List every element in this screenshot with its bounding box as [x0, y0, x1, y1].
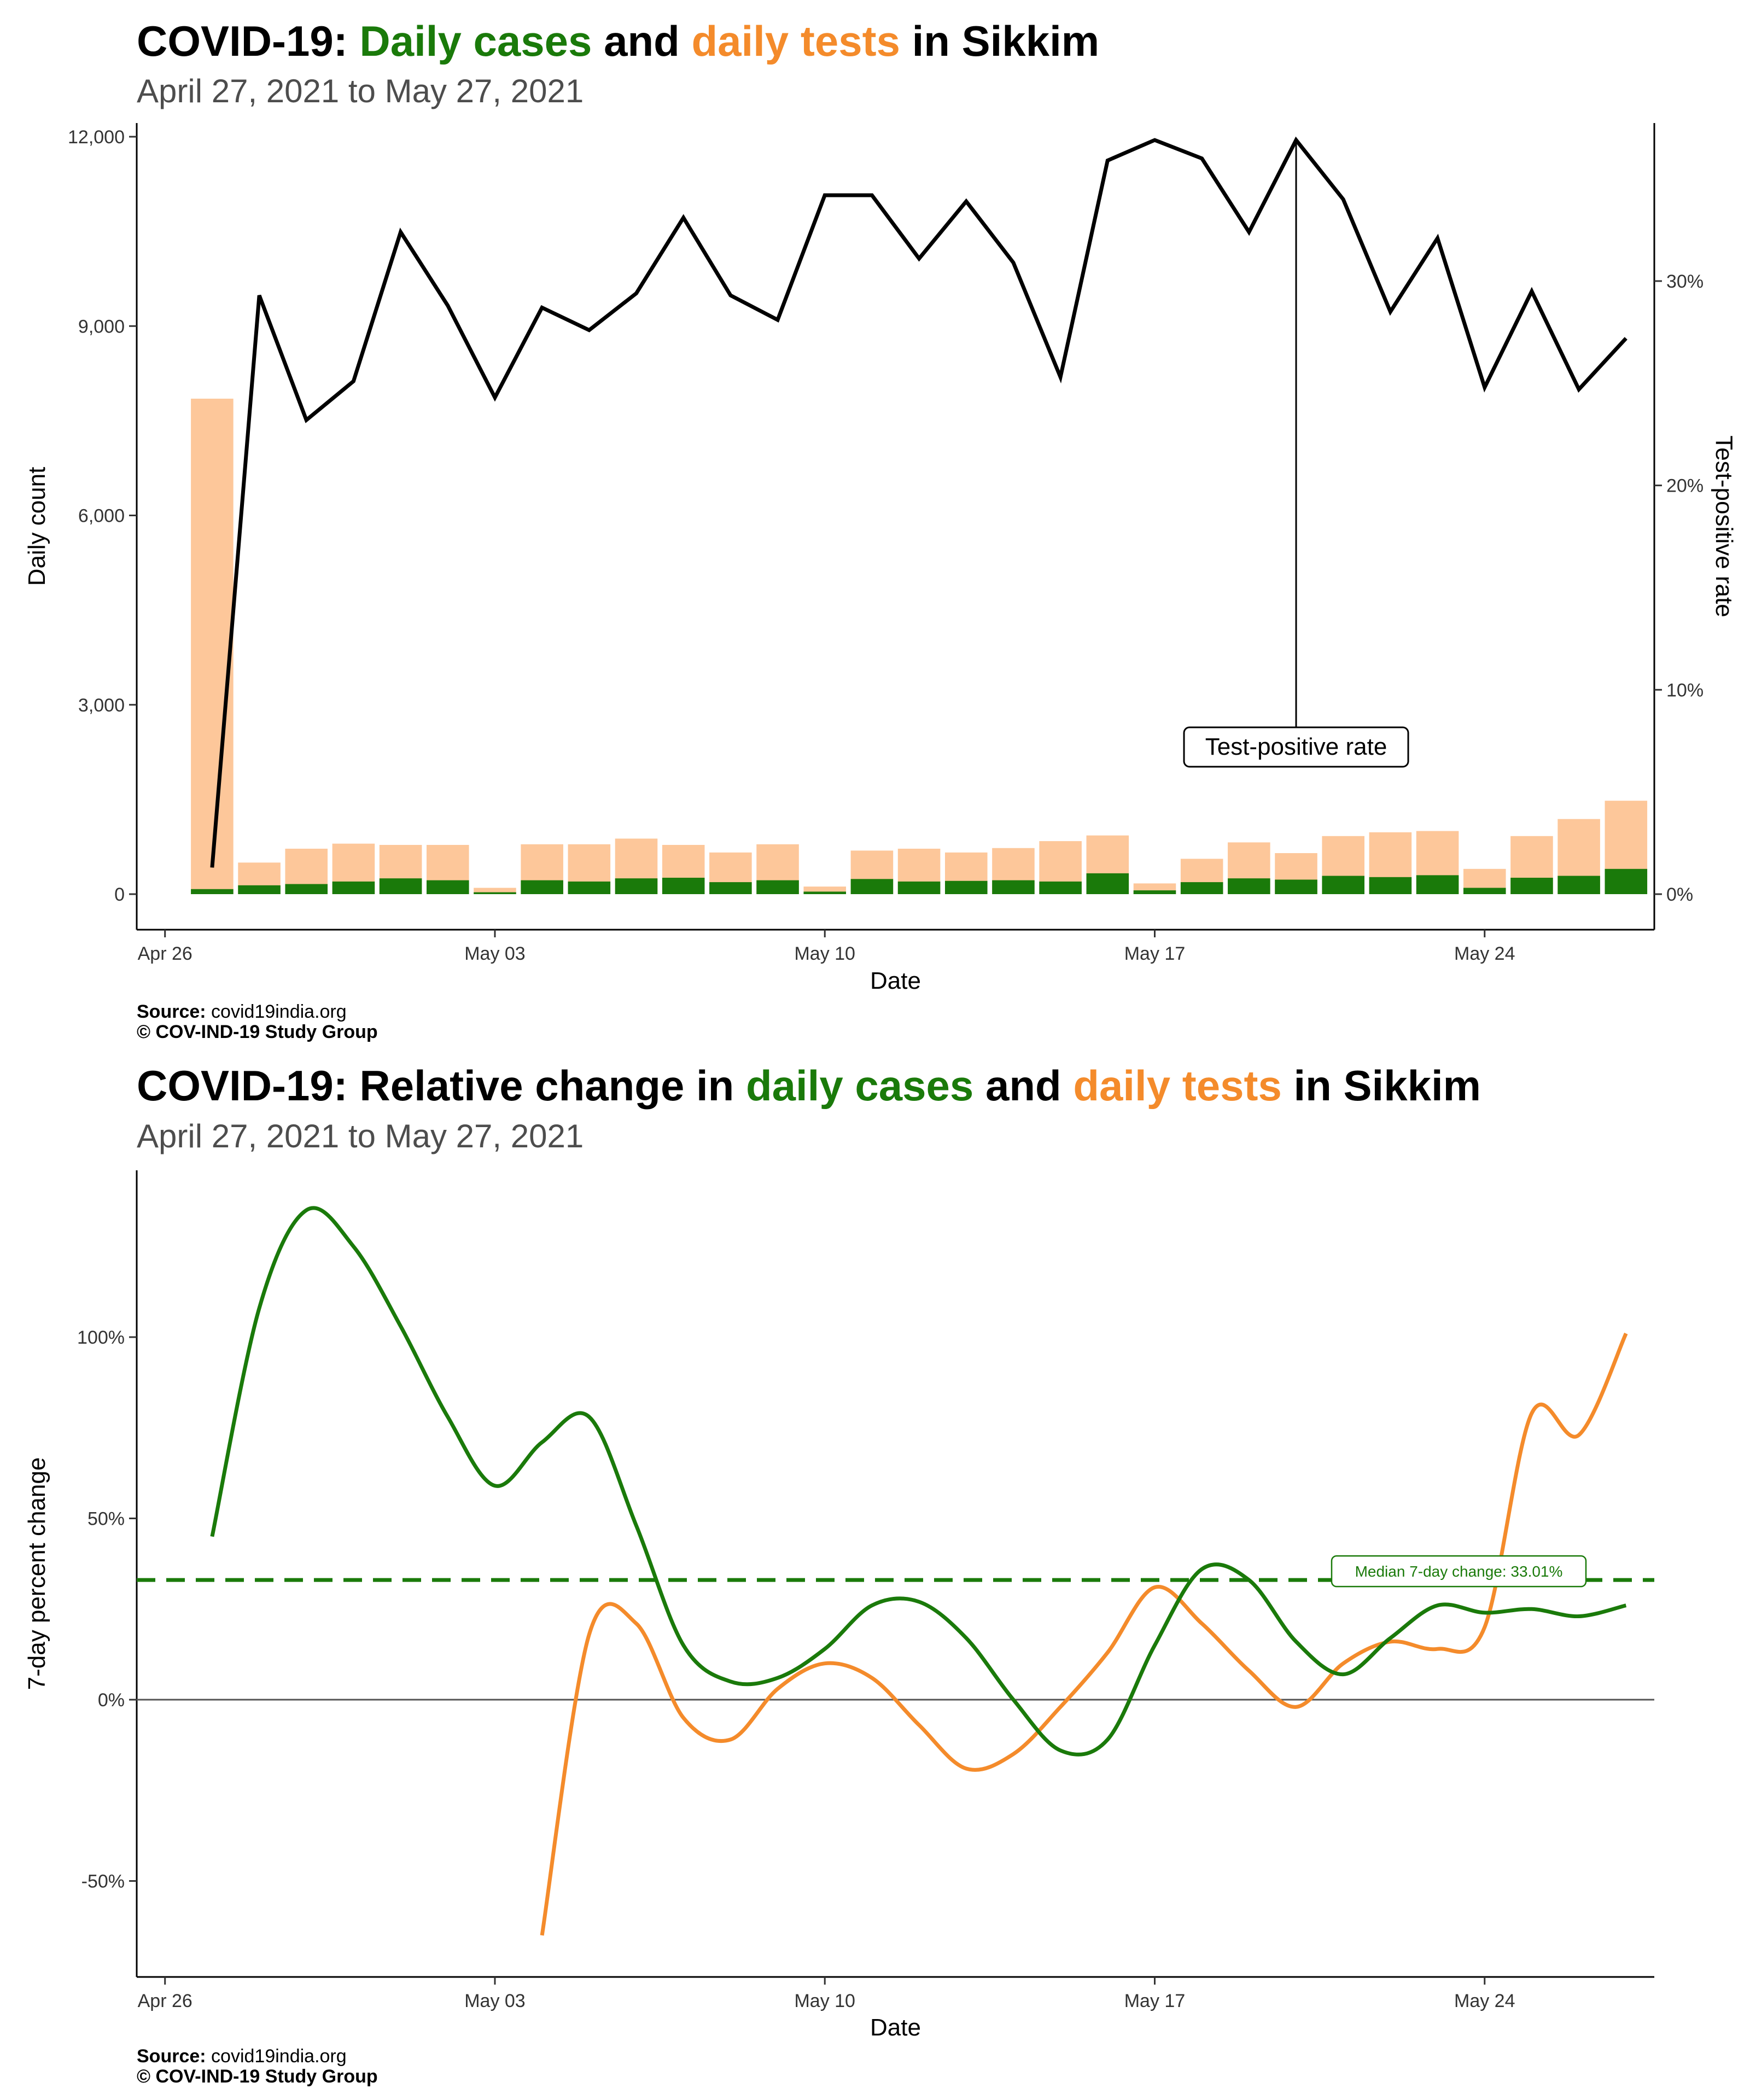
cases-bar — [238, 885, 281, 894]
cases-bar — [1133, 890, 1176, 894]
x-tick-label: May 03 — [464, 943, 526, 964]
chart1-title-and: and — [592, 17, 692, 65]
chart2-title-cases: daily cases — [745, 1061, 974, 1110]
chart1-source-label: Source: — [137, 1001, 206, 1022]
y-tick-label: 100% — [77, 1327, 125, 1348]
chart2-source-label: Source: — [137, 2046, 206, 2067]
cases-bar — [1463, 888, 1506, 894]
x-tick-label: May 24 — [1454, 943, 1515, 964]
x-tick-label: Apr 26 — [138, 1991, 192, 2011]
chart2-plot: -50% 0% 50% 100% Apr 26 May 03 May 10 May 17 May… — [24, 1170, 1654, 2041]
cases-bar — [285, 884, 328, 894]
cases-bar — [1322, 876, 1364, 894]
y2-tick-label: 10% — [1666, 680, 1704, 701]
annotation-box — [1183, 726, 1409, 768]
cases-bar — [568, 881, 611, 894]
x-tick-label: May 03 — [464, 1991, 526, 2011]
chart1-title-suffix: in Sikkim — [900, 17, 1100, 65]
x-axis-title: Date — [870, 967, 921, 994]
cases-bar — [1510, 877, 1553, 894]
y2-axis-title: Test-positive rate — [1711, 435, 1737, 617]
cases-bar — [1228, 878, 1270, 894]
y-tick-label: 3,000 — [78, 695, 125, 716]
cases-bar — [1416, 875, 1459, 894]
chart1-title-tests: daily tests — [691, 17, 900, 65]
cases-bar — [756, 880, 799, 894]
test-positive-rate-line — [210, 136, 1628, 868]
cases-bar — [521, 880, 563, 894]
x-tick-label: May 17 — [1124, 1991, 1186, 2011]
y2-tick-label: 20% — [1666, 476, 1704, 497]
cases-bar — [427, 880, 469, 894]
cases-bar — [191, 889, 234, 894]
cases-bar — [897, 881, 941, 894]
cases-bar — [1039, 881, 1082, 894]
chart2-source: Source: covid19india.org © COV-IND-19 St… — [137, 2046, 378, 2087]
chart1-source: Source: covid19india.org © COV-IND-19 St… — [137, 1002, 378, 1042]
x-tick-label: May 17 — [1124, 943, 1186, 964]
cases-bar — [1086, 873, 1129, 894]
chart2-title-tests: daily tests — [1073, 1061, 1282, 1110]
x-tick-label: May 10 — [794, 1991, 855, 2011]
chart2-title-prefix: COVID-19: Relative change in — [137, 1061, 746, 1110]
chart2-title-and: and — [973, 1061, 1074, 1110]
cases-bar — [992, 880, 1035, 894]
chart2-copyright: © COV-IND-19 Study Group — [137, 2066, 378, 2087]
cases-bar — [662, 877, 705, 894]
cases-bar — [709, 882, 752, 894]
y2-tick-label: 0% — [1666, 884, 1693, 905]
y-tick-label: 0 — [114, 884, 125, 905]
cases-bar — [332, 881, 375, 894]
cases-bar — [1275, 879, 1317, 894]
y-axis-title: Daily count — [24, 467, 50, 586]
chart2-title-suffix: in Sikkim — [1281, 1061, 1481, 1110]
chart2-title: COVID-19: Relative change in daily cases… — [137, 1061, 1481, 1111]
y-tick-label: 12,000 — [68, 127, 125, 148]
tests-bar — [191, 398, 234, 894]
median-label-box — [1331, 1555, 1587, 1588]
cases-bar — [1605, 868, 1648, 894]
chart1-title: COVID-19: Daily cases and daily tests in… — [137, 16, 1099, 66]
cases-bar — [1558, 876, 1600, 894]
cases-change-line — [210, 1206, 1627, 1757]
cases-bar — [1369, 877, 1412, 894]
cases-bar — [615, 878, 658, 894]
chart1-plot: 0 3,000 6,000 9,000 12,000 0% 10% 20% 30% Apr 26 M… — [24, 123, 1737, 994]
y-tick-label: -50% — [81, 1871, 125, 1892]
tests-bar — [474, 888, 516, 894]
chart1-subtitle: April 27, 2021 to May 27, 2021 — [137, 73, 584, 109]
y-axis-title: 7-day percent change — [24, 1457, 50, 1690]
cases-bar — [474, 892, 516, 894]
y-tick-label: 50% — [88, 1509, 125, 1530]
cases-bar — [379, 878, 422, 894]
chart1-source-value: covid19india.org — [206, 1001, 347, 1022]
cases-bar — [850, 879, 894, 894]
y2-tick-label: 30% — [1666, 271, 1704, 292]
x-tick-label: May 24 — [1454, 1991, 1515, 2011]
cases-bar — [1180, 882, 1223, 894]
y-tick-label: 9,000 — [78, 316, 125, 337]
tests-change-line — [540, 1332, 1628, 1936]
annotation-label: Test-positive rate — [1205, 733, 1387, 760]
y-tick-label: 6,000 — [78, 506, 125, 527]
chart2-subtitle: April 27, 2021 to May 27, 2021 — [137, 1118, 584, 1154]
cases-bar — [944, 880, 988, 894]
x-tick-label: May 10 — [794, 943, 855, 964]
cases-bar — [803, 891, 847, 894]
chart1-title-prefix: COVID-19: — [137, 17, 360, 65]
x-tick-label: Apr 26 — [138, 943, 192, 964]
y-tick-label: 0% — [98, 1690, 125, 1711]
chart1-copyright: © COV-IND-19 Study Group — [137, 1022, 378, 1042]
chart2-source-value: covid19india.org — [206, 2046, 347, 2067]
chart1-title-cases: Daily cases — [359, 17, 592, 65]
median-label: Median 7-day change: 33.01% — [1355, 1563, 1563, 1580]
x-axis-title: Date — [870, 2014, 921, 2041]
